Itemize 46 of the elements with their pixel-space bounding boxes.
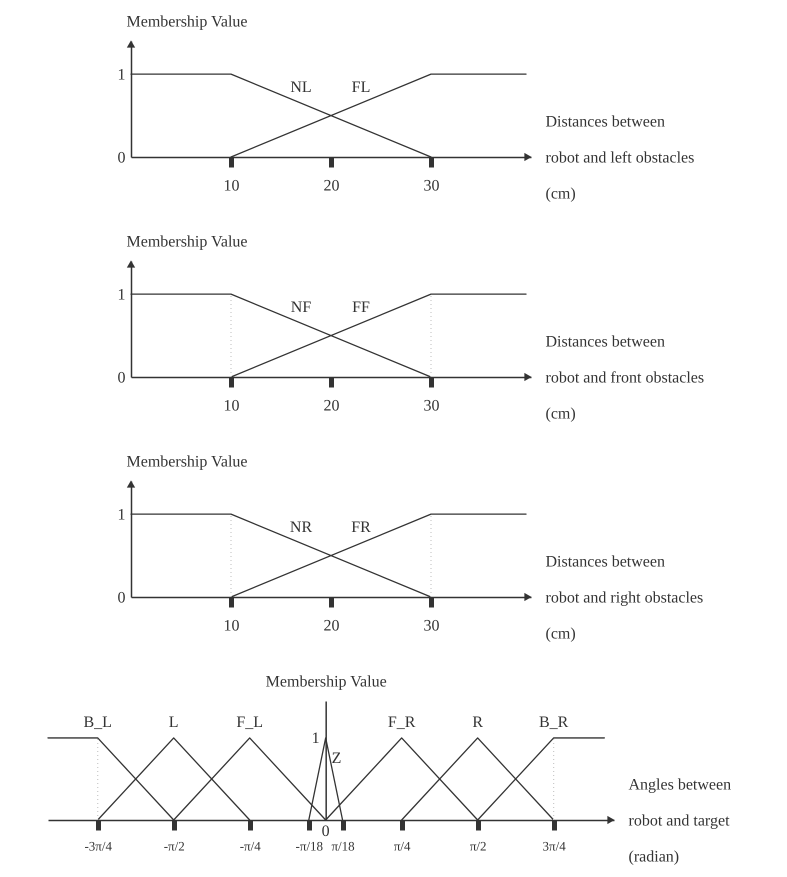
series-label: FR [351,519,372,536]
x-axis-title: Angles between robot and target (radian) [628,776,732,866]
y-tick-label: 1 [118,286,126,304]
series-label: B_L [83,714,112,731]
x-tick-label: 20 [324,398,340,414]
y-tick-label: 0 [118,150,126,166]
x-tick-label: 3π/4 [542,838,566,854]
series-label: FF [352,299,370,316]
series-label: FL [352,79,370,96]
annotation: 1 [312,730,320,747]
y-tick-label: 0 [118,590,126,606]
annotation: 0 [322,823,330,840]
x-axis-title: Distances between robot and right obstacles (cm) [546,554,704,642]
x-axis-title: Distances between robot and front obstacles (cm) [546,334,704,422]
x-tick-label: 30 [424,178,440,194]
y-tick-label: 1 [118,66,126,84]
x-tick-label: -π/18 [296,838,324,854]
x-tick-label: 10 [224,178,240,194]
x-tick-label: 30 [424,398,440,414]
series-label: F_L [236,714,264,731]
y-tick-label: 1 [118,506,126,524]
x-tick-label: 30 [424,618,440,634]
y-axis-title: Membership Value [266,674,387,690]
x-tick-label: -π/4 [240,838,262,854]
x-tick-label: -π/2 [164,838,185,854]
y-tick-label: 0 [118,370,126,386]
y-axis-title: Membership Value [126,14,248,30]
x-tick-label: 20 [324,618,340,634]
x-tick-label: 20 [324,178,340,194]
series-label: Z [332,750,342,767]
series-label: R [472,714,484,731]
series-label: NL [290,79,312,96]
series-label: NR [290,519,312,536]
series-label: L [168,714,179,731]
x-tick-label: 10 [224,618,240,634]
x-tick-label: π/2 [470,838,486,854]
x-tick-label: -3π/4 [84,838,112,854]
series-label: NF [290,299,312,316]
series-label: B_R [538,714,569,731]
y-axis-title: Membership Value [126,454,248,470]
x-tick-label: 10 [224,398,240,414]
y-axis-title: Membership Value [126,234,248,250]
series-label: F_R [388,714,416,731]
x-tick-label: π/18 [331,838,355,854]
x-axis-title: Distances between robot and left obstacles (cm) [546,114,694,202]
x-tick-label: π/4 [394,838,411,854]
